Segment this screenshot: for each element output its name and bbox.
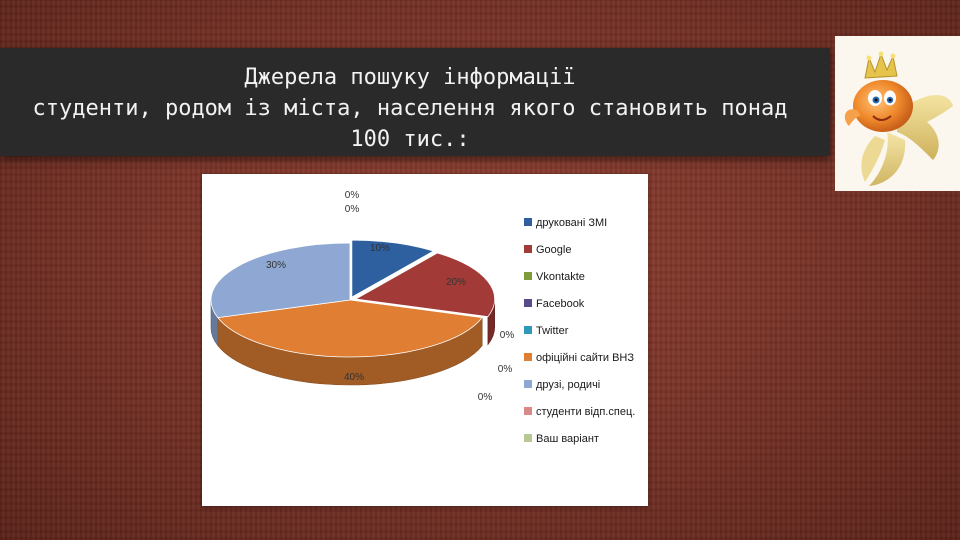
pie-slice-1 [354,252,496,318]
legend-swatch-3 [524,299,532,307]
legend-label-3: Facebook [536,298,585,310]
legend-label-6: друзі, родичі [536,379,600,391]
legend-label-8: Ваш варіант [536,433,599,445]
pie-slice-6 [210,242,351,319]
title-band [0,48,830,156]
data-label-8: 0% [478,392,493,403]
legend-label-1: Google [536,244,571,256]
legend-label-0: друковані ЗМІ [536,217,607,229]
legend-label-4: Twitter [536,325,569,337]
legend-swatch-1 [524,245,532,253]
legend-swatch-8 [524,434,532,442]
data-label-2: 0% [345,190,360,201]
legend-swatch-0 [524,218,532,226]
data-label-0: 10% [370,243,390,254]
data-label-1: 20% [446,277,466,288]
slide-title: Джерела пошуку інформації студенти, родо… [32,65,788,152]
data-label-4: 0% [500,330,515,341]
legend-swatch-2 [524,272,532,280]
data-label-3: 0% [345,204,360,215]
legend-swatch-5 [524,353,532,361]
pie-slice-5 [217,299,483,358]
legend-swatch-4 [524,326,532,334]
legend-label-5: офіційні сайти ВНЗ [536,352,634,364]
goldfish-illustration [844,51,953,186]
data-label-5: 40% [344,372,364,383]
pie-chart: 10% 20% 0% 0% 0% 40% 30% 0% 0% друковані ЗМІ Goog… [210,190,635,445]
legend-label-2: Vkontakte [536,271,585,283]
pie-slice-0 [351,239,435,298]
data-label-6: 30% [266,260,286,271]
legend-swatch-7 [524,407,532,415]
goldfish-picture [835,36,960,191]
legend-swatch-6 [524,380,532,388]
legend-label-7: студенти відп.спец. [536,406,635,418]
data-label-7: 0% [498,364,513,375]
pie-chart-card: 10% 20% 0% 0% 0% 40% 30% 0% 0% друковані ЗМІ Goog… [202,174,648,506]
